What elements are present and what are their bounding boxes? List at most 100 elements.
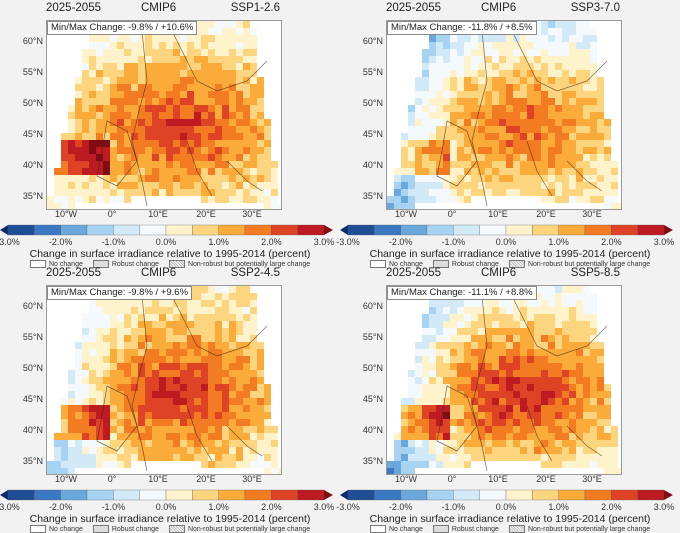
- grid-cell: [401, 419, 408, 426]
- grid-cell: [569, 293, 576, 300]
- grid-cell: [145, 63, 152, 70]
- grid-cell: [457, 189, 464, 196]
- grid-cell: [138, 91, 145, 98]
- grid-cell: [499, 140, 506, 147]
- grid-cell: [103, 454, 110, 461]
- grid-cell: [506, 384, 513, 391]
- grid-cell: [166, 126, 173, 133]
- grid-cell: [457, 419, 464, 426]
- grid-cell: [236, 447, 243, 454]
- grid-cell: [534, 175, 541, 182]
- grid-cell: [520, 342, 527, 349]
- grid-cell: [243, 293, 250, 300]
- grid-cell: [236, 384, 243, 391]
- grid-cell: [583, 175, 590, 182]
- grid-cell: [583, 105, 590, 112]
- grid-cell: [96, 447, 103, 454]
- map-panel-ssp5-8.5: 2025-2055 CMIP6 SSP5-8.5 Min/Max Change: -1…: [336, 265, 680, 533]
- grid-cell: [257, 140, 264, 147]
- grid-cell: [124, 384, 131, 391]
- grid-cell: [222, 84, 229, 91]
- grid-cell: [562, 412, 569, 419]
- grid-cell: [506, 119, 513, 126]
- grid-cell: [166, 328, 173, 335]
- grid-cell: [257, 419, 264, 426]
- legend-item-nonrobust: Non-robust but potentially large change: [168, 525, 310, 533]
- grid-cell: [96, 140, 103, 147]
- grid-cell: [548, 307, 555, 314]
- grid-cell: [194, 133, 201, 140]
- grid-cell: [152, 426, 159, 433]
- grid-cell: [436, 35, 443, 42]
- grid-cell: [131, 447, 138, 454]
- grid-cell: [590, 49, 597, 56]
- grid-cell: [271, 433, 278, 440]
- colorbar-extend-min: [340, 490, 348, 500]
- grid-cell: [499, 440, 506, 447]
- grid-cell: [534, 300, 541, 307]
- grid-cell: [54, 168, 61, 175]
- grid-cell: [222, 447, 229, 454]
- grid-cell: [499, 342, 506, 349]
- grid-cell: [450, 133, 457, 140]
- grid-cell: [429, 314, 436, 321]
- colorbar-bin: [297, 224, 325, 236]
- grid-cell: [534, 98, 541, 105]
- grid-cell: [583, 342, 590, 349]
- legend-label: Robust change: [111, 525, 159, 533]
- grid-cell: [576, 133, 583, 140]
- grid-cell: [436, 70, 443, 77]
- grid-cell: [436, 307, 443, 314]
- grid-cell: [173, 398, 180, 405]
- grid-cell: [250, 196, 257, 203]
- colorbar-bin: [426, 489, 454, 501]
- grid-cell: [499, 321, 506, 328]
- grid-cell: [145, 363, 152, 370]
- grid-cell: [96, 182, 103, 189]
- grid-cell: [201, 168, 208, 175]
- grid-cell: [89, 196, 96, 203]
- grid-cell: [257, 447, 264, 454]
- grid-cell: [124, 140, 131, 147]
- lon-tick-label: 10°W: [394, 209, 418, 219]
- grid-cell: [415, 433, 422, 440]
- grid-cell: [173, 147, 180, 154]
- grid-cell: [103, 49, 110, 56]
- grid-cell: [152, 342, 159, 349]
- lon-tick-label: 0°: [107, 474, 117, 484]
- grid-cell: [555, 56, 562, 63]
- grid-cell: [229, 321, 236, 328]
- grid-cell: [208, 147, 215, 154]
- grid-cell: [215, 147, 222, 154]
- grid-cell: [82, 49, 89, 56]
- grid-cell: [229, 56, 236, 63]
- grid-cell: [117, 440, 124, 447]
- grid-cell: [131, 342, 138, 349]
- grid-cell: [534, 84, 541, 91]
- grid-cell: [264, 140, 271, 147]
- grid-cell: [180, 140, 187, 147]
- grid-cell: [117, 189, 124, 196]
- grid-cell: [555, 335, 562, 342]
- grid-cell: [124, 112, 131, 119]
- grid-cell: [450, 168, 457, 175]
- grid-cell: [110, 412, 117, 419]
- grid-cell: [492, 391, 499, 398]
- grid-cell: [583, 405, 590, 412]
- grid-cell: [485, 314, 492, 321]
- grid-cell: [152, 91, 159, 98]
- grid-cell: [576, 119, 583, 126]
- grid-cell: [534, 342, 541, 349]
- grid-cell: [520, 419, 527, 426]
- grid-cell: [82, 105, 89, 112]
- grid-cell: [208, 98, 215, 105]
- grid-cell: [236, 377, 243, 384]
- grid-cell: [534, 440, 541, 447]
- grid-cell: [208, 189, 215, 196]
- grid-cell: [89, 119, 96, 126]
- grid-cell: [527, 84, 534, 91]
- grid-cell: [173, 454, 180, 461]
- grid-cell: [569, 63, 576, 70]
- grid-cell: [159, 98, 166, 105]
- grid-cell: [82, 370, 89, 377]
